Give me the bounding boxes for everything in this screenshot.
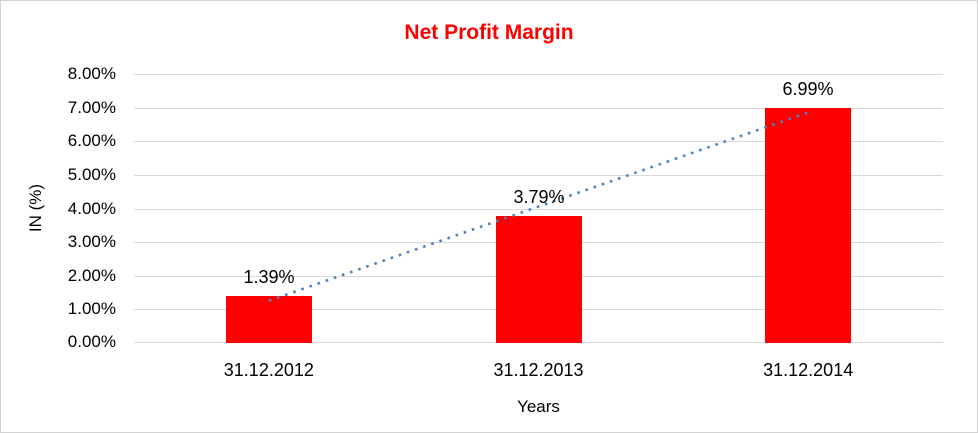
x-axis-labels: 31.12.2012 31.12.2013 31.12.2014 xyxy=(134,360,943,380)
y-tick-label: 2.00% xyxy=(67,266,116,285)
y-tick-label: 3.00% xyxy=(67,232,116,251)
x-category-label: 31.12.2012 xyxy=(223,360,314,380)
y-tick-label: 0.00% xyxy=(67,332,116,351)
bar-31.12.2012 xyxy=(226,296,312,343)
gridline xyxy=(134,108,943,109)
bar-31.12.2014 xyxy=(765,108,851,343)
x-category-label: 31.12.2013 xyxy=(493,360,584,380)
gridline xyxy=(134,175,943,176)
chart-title: Net Profit Margin xyxy=(404,21,574,44)
gridline xyxy=(134,209,943,210)
bar-value-label: 6.99% xyxy=(782,79,834,99)
bar-value-label: 1.39% xyxy=(243,267,295,287)
y-tick-label: 6.00% xyxy=(67,131,116,150)
bar-value-label: 3.79% xyxy=(513,187,565,207)
y-axis-ticks: 0.00% 1.00% 2.00% 3.00% 4.00% 5.00% 6.00% 7.00%… xyxy=(1,64,116,351)
plot-area: 1.39% 3.79% 6.99% xyxy=(134,74,943,343)
gridline xyxy=(134,141,943,142)
trendline xyxy=(268,111,809,302)
y-tick-label: 5.00% xyxy=(67,165,116,184)
y-tick-label: 4.00% xyxy=(67,199,116,218)
bar-31.12.2013 xyxy=(496,216,582,343)
y-tick-label: 1.00% xyxy=(67,299,116,318)
y-tick-label: 8.00% xyxy=(67,64,116,83)
x-category-label: 31.12.2014 xyxy=(763,360,854,380)
y-tick-label: 7.00% xyxy=(67,98,116,117)
x-axis-title: Years xyxy=(517,397,560,416)
gridline xyxy=(134,74,943,75)
